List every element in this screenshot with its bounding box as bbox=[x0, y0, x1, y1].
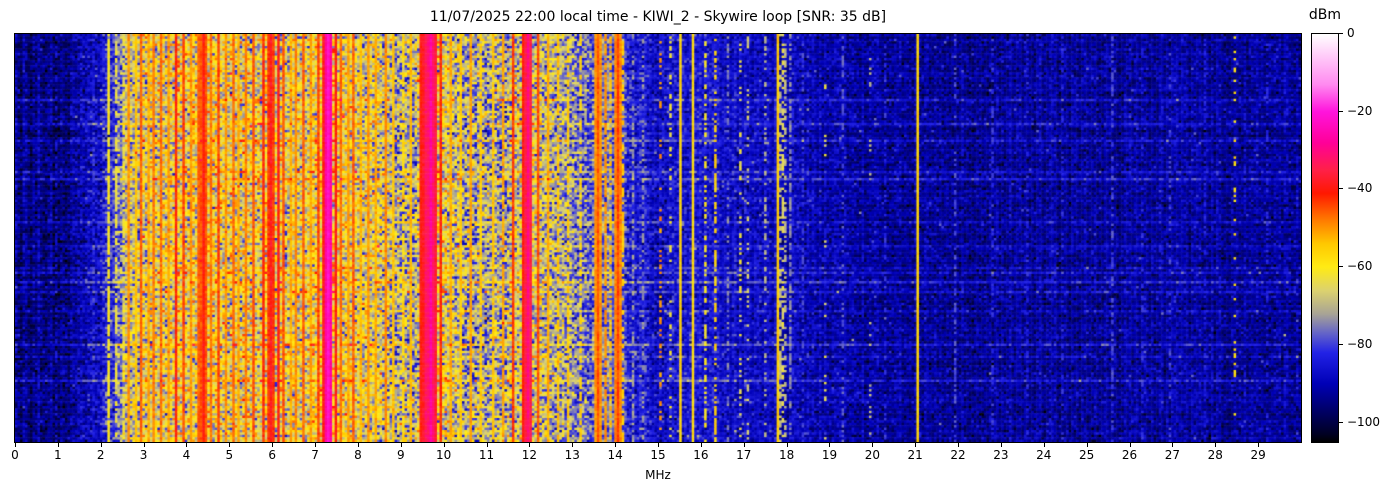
x-tick bbox=[529, 443, 531, 447]
colorbar-tick-label: −100 bbox=[1347, 414, 1380, 429]
x-tick-label: 15 bbox=[650, 448, 666, 462]
x-tick bbox=[786, 443, 788, 447]
x-tick bbox=[572, 443, 574, 447]
x-tick-label: 6 bbox=[268, 448, 276, 462]
x-tick-label: 23 bbox=[993, 448, 1009, 462]
x-tick bbox=[1086, 443, 1088, 447]
x-tick bbox=[186, 443, 188, 447]
x-tick bbox=[1215, 443, 1217, 447]
x-tick bbox=[1043, 443, 1045, 447]
x-tick bbox=[443, 443, 445, 447]
x-tick-label: 2 bbox=[96, 448, 105, 462]
x-tick-label: 22 bbox=[950, 448, 966, 462]
x-tick bbox=[1258, 443, 1260, 447]
waterfall-plot bbox=[14, 33, 1302, 443]
x-tick-label: 26 bbox=[1121, 448, 1138, 462]
x-tick bbox=[57, 443, 59, 447]
x-tick bbox=[658, 443, 659, 447]
colorbar-tick-label: −20 bbox=[1347, 103, 1373, 118]
x-tick-label: 19 bbox=[821, 448, 838, 462]
x-tick-label: 9 bbox=[396, 448, 405, 462]
x-tick-label: 13 bbox=[564, 448, 580, 462]
x-tick bbox=[143, 443, 145, 447]
waterfall-canvas bbox=[15, 34, 1301, 442]
colorbar-gradient bbox=[1312, 34, 1338, 442]
colorbar-tick bbox=[1339, 33, 1343, 34]
x-tick bbox=[100, 443, 102, 447]
colorbar bbox=[1311, 33, 1339, 443]
x-tick bbox=[272, 443, 274, 447]
x-tick-label: 27 bbox=[1164, 448, 1181, 462]
x-tick bbox=[486, 443, 488, 447]
x-tick bbox=[1129, 443, 1131, 447]
x-tick-label: 28 bbox=[1207, 448, 1223, 462]
x-tick bbox=[315, 443, 317, 447]
colorbar-tick-label: −60 bbox=[1347, 259, 1373, 274]
x-tick bbox=[615, 443, 617, 447]
colorbar-label: dBm bbox=[1308, 7, 1342, 23]
x-tick bbox=[743, 443, 745, 447]
x-tick-label: 18 bbox=[778, 448, 795, 462]
x-tick-label: 5 bbox=[225, 448, 234, 462]
x-tick-label: 21 bbox=[907, 448, 923, 462]
x-tick bbox=[872, 443, 874, 447]
x-tick-label: 7 bbox=[311, 448, 319, 462]
x-tick-label: 29 bbox=[1250, 448, 1266, 462]
colorbar-tick bbox=[1339, 266, 1343, 268]
x-tick-label: 20 bbox=[864, 448, 880, 462]
x-tick-label: 16 bbox=[693, 448, 709, 462]
x-tick-label: 10 bbox=[436, 448, 452, 462]
colorbar-tick-label: −80 bbox=[1347, 336, 1373, 351]
x-tick bbox=[229, 443, 231, 447]
x-tick-label: 12 bbox=[521, 448, 538, 462]
x-tick-label: 1 bbox=[54, 448, 62, 462]
x-tick bbox=[958, 443, 960, 447]
x-tick-label: 8 bbox=[354, 448, 362, 462]
x-tick bbox=[357, 443, 359, 447]
colorbar-tick bbox=[1339, 110, 1343, 112]
colorbar-tick bbox=[1339, 343, 1343, 345]
x-tick bbox=[400, 443, 402, 447]
colorbar-tick-label: 0 bbox=[1347, 26, 1355, 40]
x-tick-label: 25 bbox=[1079, 448, 1095, 462]
x-tick-label: 17 bbox=[736, 448, 752, 462]
x-tick bbox=[1000, 443, 1002, 447]
x-tick bbox=[829, 443, 831, 447]
x-axis-label: MHz bbox=[645, 468, 671, 482]
x-tick bbox=[700, 443, 702, 447]
x-tick-label: 14 bbox=[607, 448, 623, 462]
colorbar-tick-label: −40 bbox=[1347, 181, 1373, 196]
x-tick-label: 11 bbox=[478, 448, 495, 462]
x-tick-label: 3 bbox=[139, 448, 148, 462]
x-tick-label: 0 bbox=[11, 448, 19, 462]
x-tick bbox=[1172, 443, 1174, 447]
x-tick bbox=[915, 443, 917, 447]
colorbar-tick bbox=[1339, 188, 1343, 190]
x-tick bbox=[15, 443, 16, 447]
x-tick-label: 24 bbox=[1036, 448, 1052, 462]
colorbar-tick bbox=[1339, 421, 1343, 423]
chart-title: 11/07/2025 22:00 local time - KIWI_2 - S… bbox=[429, 9, 887, 25]
x-tick-label: 4 bbox=[182, 448, 191, 462]
